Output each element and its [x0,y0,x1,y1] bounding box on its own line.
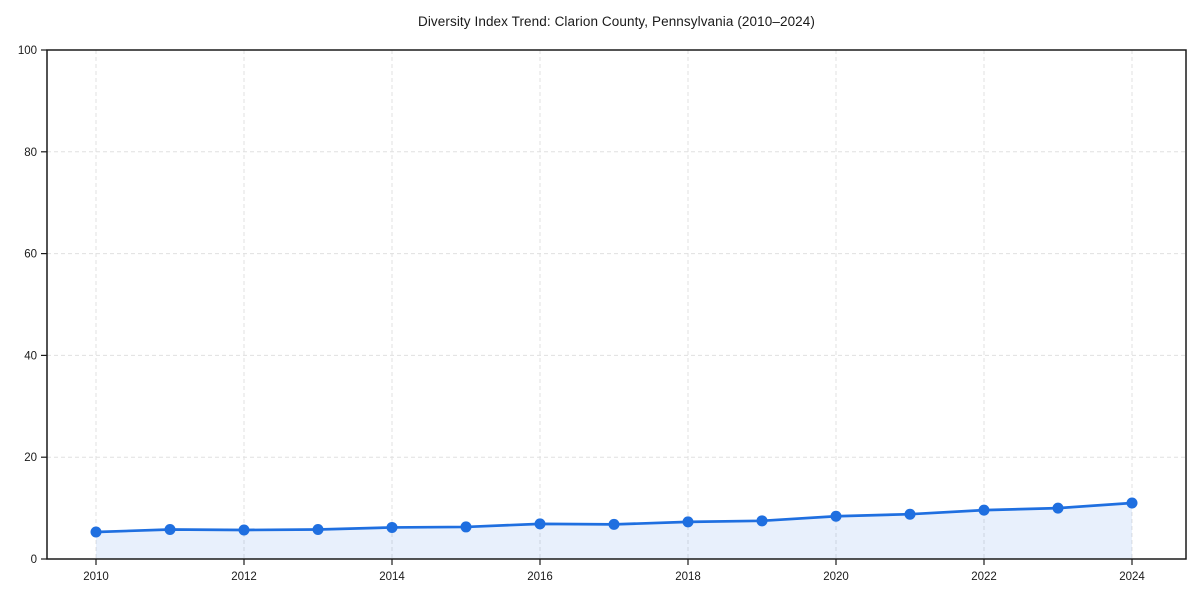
data-point-2023 [1052,502,1064,514]
y-tick-label: 80 [24,147,37,159]
y-tick-label: 20 [24,452,37,464]
y-tick-label: 100 [18,45,37,57]
x-tick-label: 2012 [231,571,257,583]
y-tick-label: 60 [24,249,37,261]
data-point-2016 [534,518,546,530]
data-point-2022 [978,504,990,516]
area-fill [96,503,1132,559]
data-point-2011 [164,523,176,535]
data-point-2018 [682,516,694,528]
x-tick-label: 2016 [527,571,553,583]
chart-title: Diversity Index Trend: Clarion County, P… [417,14,815,29]
data-point-2017 [608,518,620,530]
x-tick-label: 2024 [1119,571,1145,583]
data-point-2014 [386,521,398,533]
x-tick-label: 2018 [675,571,701,583]
data-point-2019 [756,515,768,527]
y-tick-label: 40 [24,350,37,362]
data-point-2012 [238,524,250,536]
x-tick-label: 2020 [823,571,849,583]
data-point-2013 [312,523,324,535]
x-tick-label: 2022 [971,571,997,583]
x-tick-label: 2014 [379,571,405,583]
data-point-2010 [90,526,102,538]
x-tick-label: 2010 [83,571,109,583]
data-point-2024 [1126,497,1138,509]
data-point-2015 [460,521,472,533]
data-point-2021 [904,508,916,520]
y-tick-label: 0 [31,554,37,566]
data-point-2020 [830,510,842,522]
plot-border [46,49,1187,560]
